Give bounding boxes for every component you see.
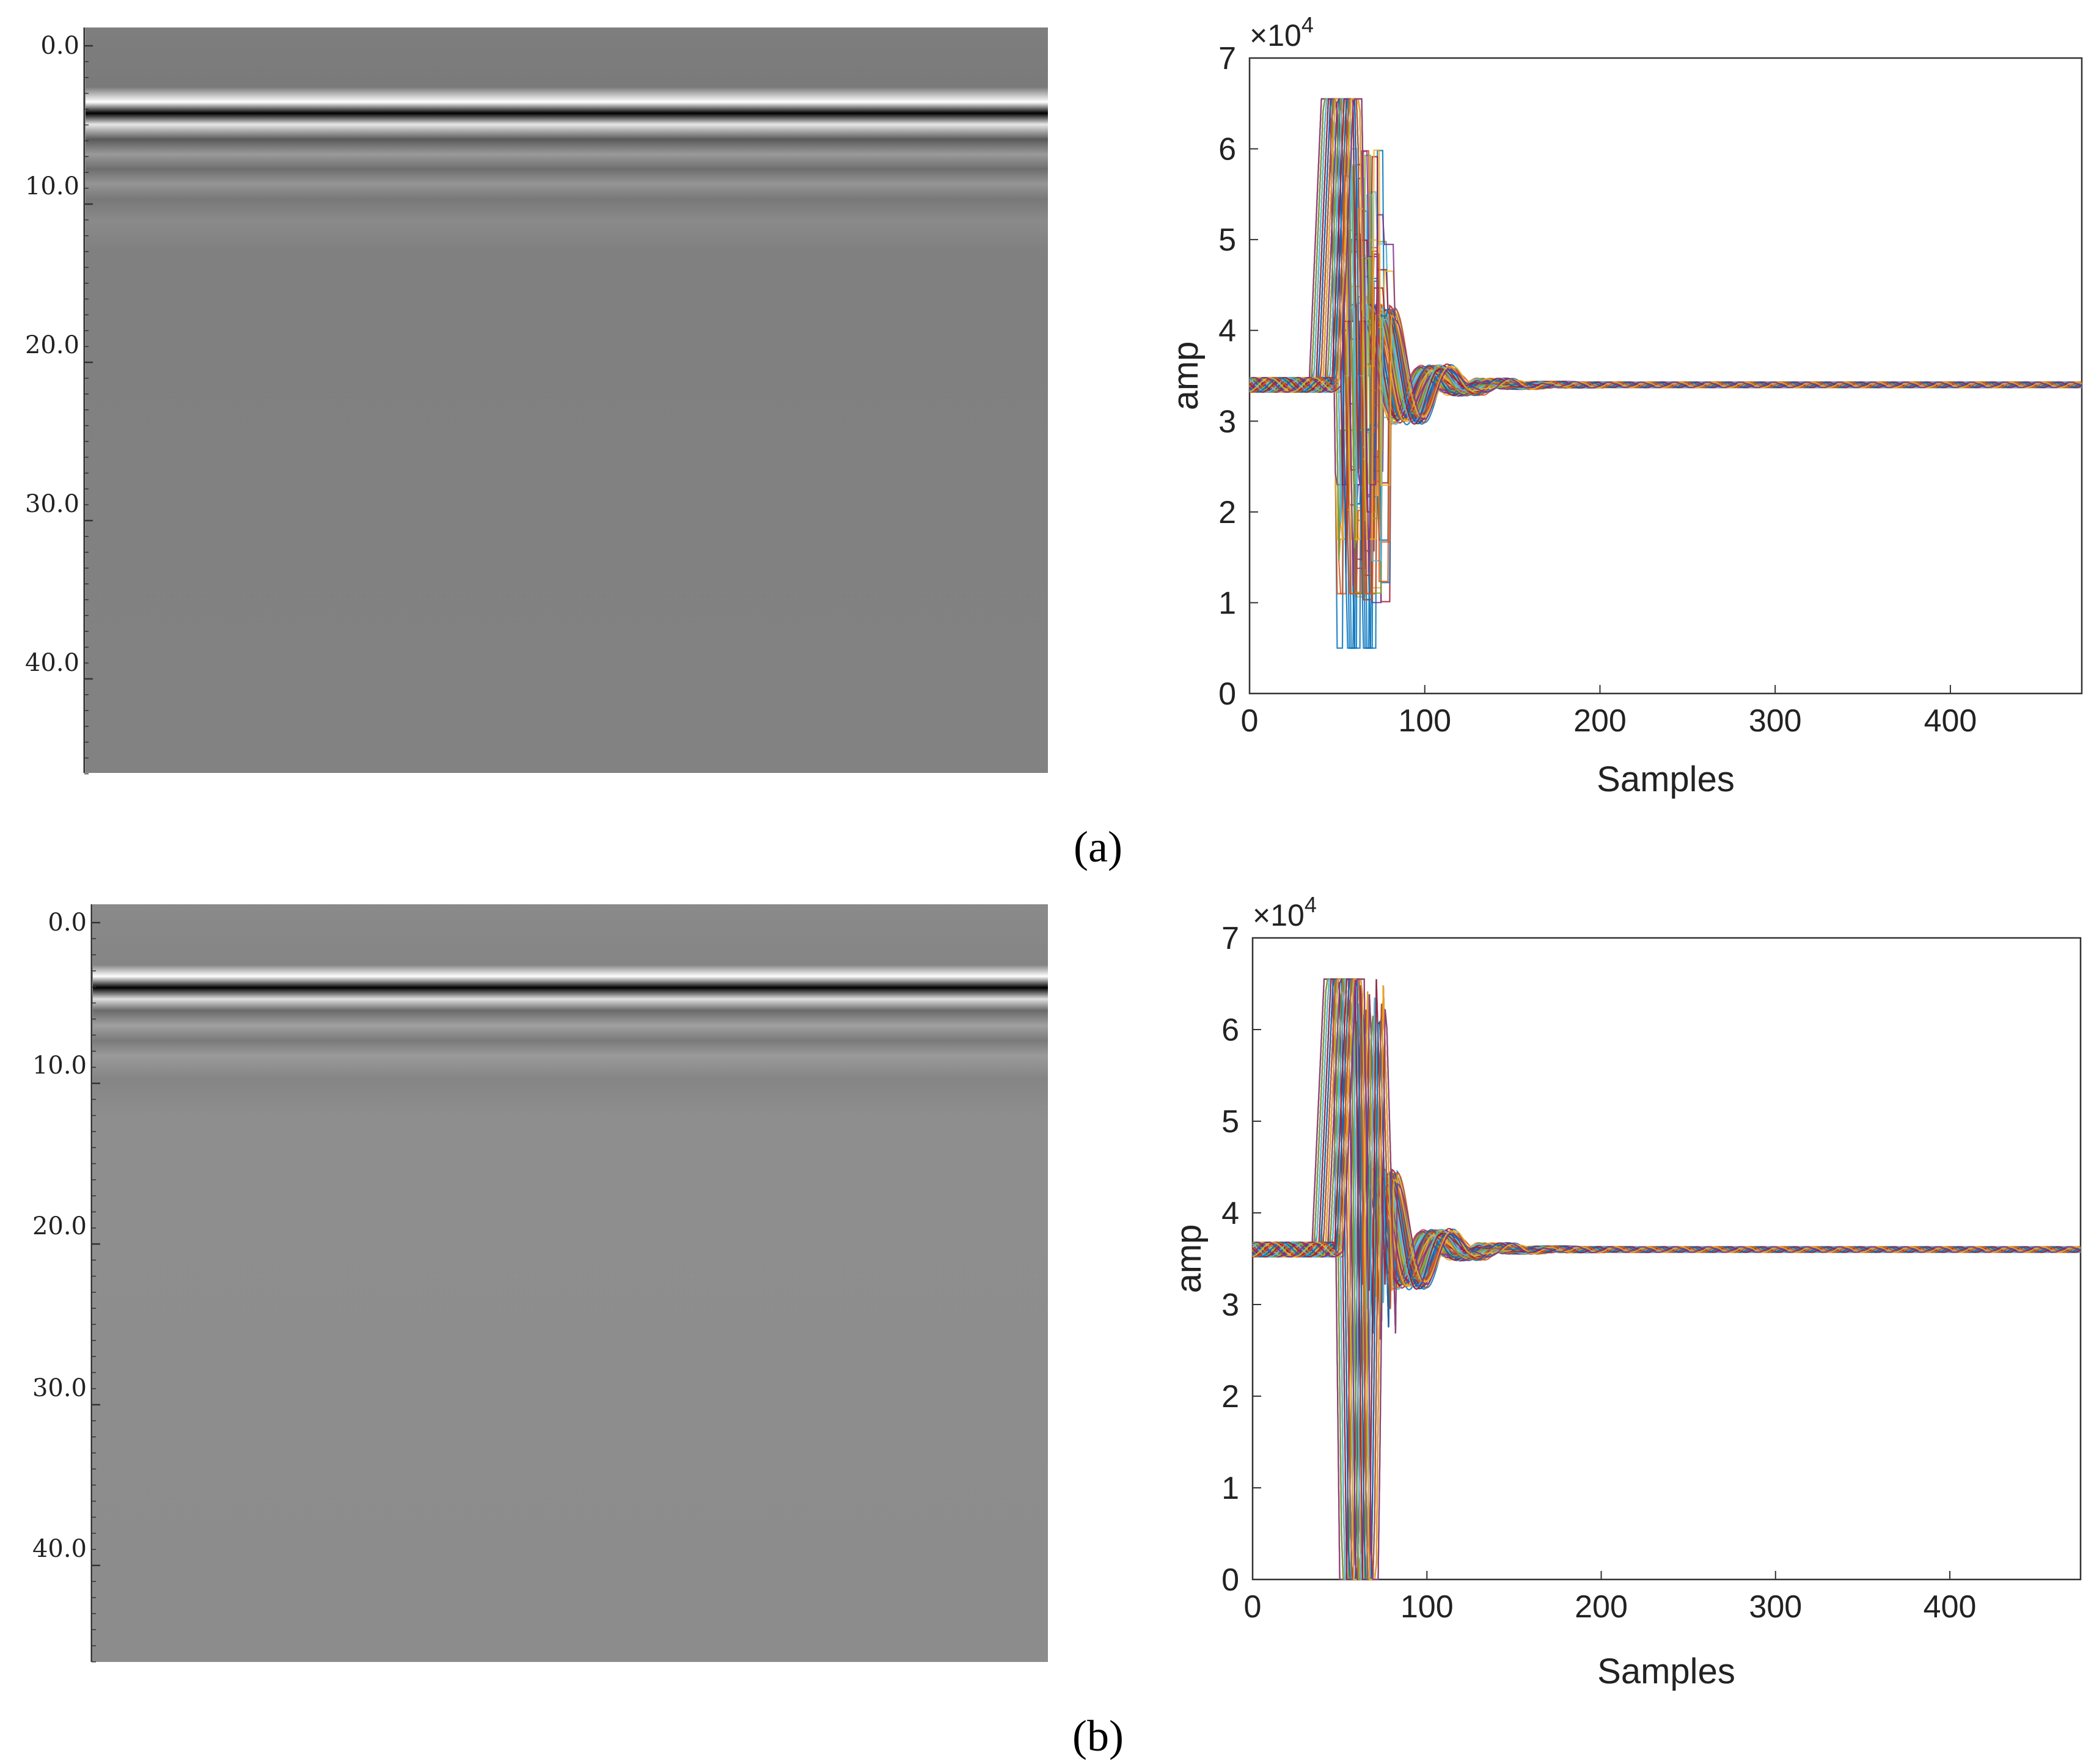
line-chart-a-ylabel: amp	[1166, 342, 1206, 411]
line-chart-a-ytick-label: 0	[1218, 676, 1236, 712]
panel-label-b: (b)	[1072, 1711, 1124, 1760]
line-chart-b-ytick-label: 7	[1221, 921, 1239, 956]
radargram-b-ytick-3: 30.0	[32, 1374, 87, 1402]
radargram-a-image	[86, 27, 1048, 773]
radargram-a-ytick-0: 0.0	[40, 32, 79, 60]
line-chart-b-ytick-label: 4	[1221, 1196, 1239, 1231]
line-chart-a-series-line	[1249, 98, 2082, 574]
line-chart-a-ytick-label: 7	[1218, 41, 1236, 76]
radargram-b-ytick-2: 20.0	[32, 1212, 87, 1240]
line-chart-b-ytick-label: 1	[1221, 1471, 1239, 1506]
line-chart-b-xtick-label: 0	[1244, 1589, 1262, 1625]
line-chart-a-ytick-label: 4	[1218, 313, 1236, 349]
line-chart-b-xtick-label: 300	[1749, 1589, 1802, 1625]
line-chart-b-xtick-label: 400	[1924, 1589, 1977, 1625]
line-chart-b-ylabel: amp	[1169, 1224, 1209, 1294]
line-chart-b-xtick-label: 200	[1575, 1589, 1628, 1625]
line-chart-b-ytick-label: 6	[1221, 1012, 1239, 1048]
line-chart-a-ytick-label: 6	[1218, 132, 1236, 167]
line-chart-a-xtick-label: 300	[1749, 703, 1802, 739]
line-chart-a-xlabel: Samples	[1597, 759, 1735, 799]
line-chart-b-series-line	[1252, 978, 2081, 1581]
line-chart-b-series	[1252, 978, 2081, 1581]
radargram-b-ytick-1: 10.0	[32, 1052, 87, 1080]
line-chart-a-ytick-label: 5	[1218, 222, 1236, 258]
line-chart-b-exponent: ×104	[1253, 892, 1317, 932]
line-chart-a-exponent-base: ×10	[1250, 18, 1301, 53]
radargram-a-ytick-4: 40.0	[25, 649, 79, 677]
line-chart-a-series	[1249, 98, 2082, 649]
radargram-a: 0.0 10.0 20.0 30.0 40.0	[25, 27, 1048, 775]
radargram-a-ticks	[84, 45, 93, 775]
radargram-b-ytick-0: 0.0	[48, 909, 87, 937]
line-chart-a-ytick-label: 1	[1218, 585, 1236, 621]
line-chart-a-xtick-label: 100	[1398, 703, 1451, 739]
line-chart-b-ytick-label: 5	[1221, 1104, 1239, 1140]
line-chart-a-xtick-label: 0	[1241, 703, 1259, 739]
radargram-b: 0.0 10.0 20.0 30.0 40.0	[32, 904, 1048, 1663]
radargram-b-ticks	[92, 921, 100, 1663]
line-chart-b-xtick-label: 100	[1400, 1589, 1454, 1625]
line-chart-b-series-line	[1252, 978, 2081, 1581]
line-chart-a-axes: 0 100 200 300 400 0 1 2 3 4 5 6 7	[1218, 41, 1977, 739]
line-chart-b-ytick-label: 2	[1221, 1379, 1239, 1414]
line-chart-a-xtick-label: 200	[1573, 703, 1627, 739]
line-chart-b-ytick-label: 0	[1221, 1562, 1239, 1598]
line-chart-a-ytick-label: 3	[1218, 404, 1236, 439]
line-chart-a-xtick-label: 400	[1924, 703, 1977, 739]
radargram-a-ytick-2: 20.0	[25, 331, 79, 359]
radargram-b-image	[93, 904, 1048, 1662]
line-chart-a-exponent-power: 4	[1301, 12, 1314, 37]
radargram-b-ytick-4: 40.0	[32, 1535, 87, 1563]
panel-label-a: (a)	[1074, 822, 1122, 871]
radargram-a-ytick-3: 30.0	[25, 490, 79, 518]
line-chart-a-exponent: ×104	[1250, 12, 1314, 53]
line-chart-b-exponent-power: 4	[1305, 892, 1317, 917]
line-chart-a-series-line	[1249, 98, 2082, 513]
radargram-a-ytick-1: 10.0	[25, 172, 79, 200]
line-chart-a-series-line	[1249, 98, 2082, 540]
line-chart-b-xlabel: Samples	[1597, 1652, 1735, 1691]
line-chart-b-exponent-base: ×10	[1253, 898, 1305, 932]
line-chart-b-ytick-label: 3	[1221, 1287, 1239, 1323]
line-chart-b-axes: 0 100 200 300 400 0 1 2 3 4 5 6 7	[1221, 921, 1976, 1625]
line-chart-a-ytick-label: 2	[1218, 495, 1236, 530]
